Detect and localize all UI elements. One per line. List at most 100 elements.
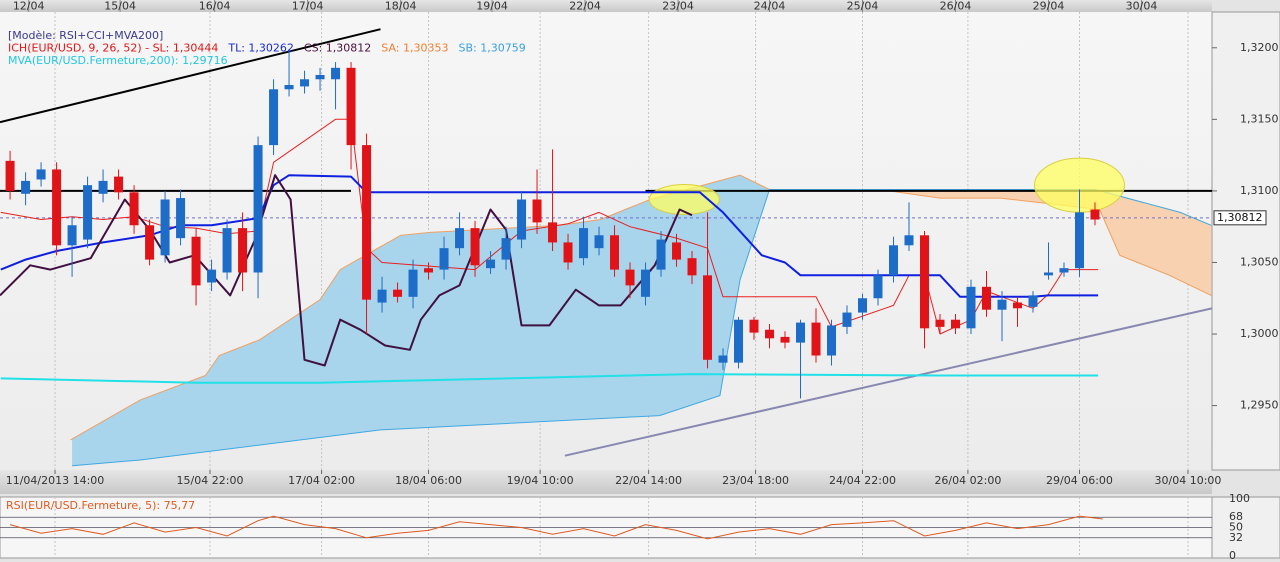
x-tick-label: 30/04 10:00 bbox=[1155, 474, 1222, 487]
top-date-label: 16/04 bbox=[199, 0, 231, 13]
candle-body bbox=[966, 286, 976, 329]
y-tick-label: 68 bbox=[1229, 510, 1243, 523]
candle-body bbox=[114, 176, 124, 193]
candle-body bbox=[67, 225, 77, 246]
candle-body bbox=[408, 269, 418, 297]
legend-entry: SB: 1,30759 bbox=[459, 42, 526, 55]
top-date-label: 15/04 bbox=[104, 0, 136, 13]
top-date-label: 22/04 bbox=[569, 0, 601, 13]
legend-line: ICH(EUR/USD, 9, 26, 52) - SL: 1,30444 TL:… bbox=[8, 42, 526, 55]
rsi-line bbox=[9, 515, 1103, 540]
candle-body bbox=[981, 286, 991, 310]
y-tick-label: 1,3000 bbox=[1240, 327, 1279, 340]
candle-body bbox=[191, 236, 201, 286]
x-tick-label: 24/04 22:00 bbox=[829, 474, 896, 487]
candle-body bbox=[1028, 295, 1038, 307]
trend-line bbox=[564, 307, 1212, 457]
top-date-label: 25/04 bbox=[847, 0, 879, 13]
candle-body bbox=[811, 322, 821, 356]
rsi-axis bbox=[1211, 496, 1280, 559]
candle-body bbox=[625, 269, 635, 286]
candle-body bbox=[950, 319, 960, 329]
top-date-label: 17/04 bbox=[292, 0, 324, 13]
candle-body bbox=[377, 289, 387, 303]
candle-body bbox=[455, 228, 465, 249]
bottom-date-strip bbox=[0, 470, 1212, 494]
candle-body bbox=[486, 259, 496, 269]
legend-entry: TL: 1,30262 bbox=[227, 42, 294, 55]
top-date-label: 29/04 bbox=[1033, 0, 1065, 13]
candle-body bbox=[160, 199, 170, 256]
candle-body bbox=[1043, 272, 1053, 276]
candle-body bbox=[765, 329, 775, 339]
candle-body bbox=[5, 160, 15, 191]
main-plot bbox=[0, 12, 1212, 470]
legend-entry: SA: 1,30353 bbox=[381, 42, 448, 55]
candle-body bbox=[21, 180, 31, 194]
candle-body bbox=[424, 268, 434, 273]
top-date-label: 26/04 bbox=[940, 0, 972, 13]
candle-body bbox=[253, 145, 263, 273]
candle-body bbox=[393, 289, 403, 297]
top-date-label: 23/04 bbox=[662, 0, 694, 13]
candle-body bbox=[563, 242, 573, 263]
candle-body bbox=[315, 74, 325, 80]
candle-body bbox=[98, 180, 108, 194]
candle-body bbox=[579, 228, 589, 259]
candle-body bbox=[656, 239, 666, 270]
y-tick-label: 1,3100 bbox=[1240, 184, 1279, 197]
candle-body bbox=[641, 269, 651, 297]
candle-body bbox=[238, 228, 248, 273]
y-tick-label: 100 bbox=[1229, 492, 1250, 505]
candle-body bbox=[687, 258, 697, 276]
y-tick-label: 32 bbox=[1229, 531, 1243, 544]
legend-entry: [Modèle: RSI+CCI+MVA200] bbox=[8, 29, 163, 42]
candle-body bbox=[269, 89, 279, 146]
candle-body bbox=[83, 185, 93, 240]
top-date-label: 24/04 bbox=[754, 0, 786, 13]
x-tick-label: 11/04/2013 14:00 bbox=[6, 474, 105, 487]
last-price-box bbox=[1213, 210, 1267, 226]
cloud-fill bbox=[72, 175, 1212, 466]
mva-line bbox=[0, 373, 1099, 384]
candle-body bbox=[501, 238, 511, 260]
y-tick-label: 1,3150 bbox=[1240, 112, 1279, 125]
candle-body bbox=[594, 235, 604, 249]
candle-body bbox=[1090, 209, 1100, 220]
candle-body bbox=[904, 235, 914, 246]
candle-body bbox=[858, 298, 868, 313]
top-date-label: 12/04 bbox=[13, 0, 45, 13]
y-tick-label: 1,2950 bbox=[1240, 399, 1279, 412]
candle-body bbox=[346, 67, 356, 146]
legend-line: [Modèle: RSI+CCI+MVA200] bbox=[8, 29, 163, 42]
top-date-strip bbox=[0, 0, 1212, 12]
candle-body bbox=[331, 67, 341, 80]
last-price-label: 1,30812 bbox=[1217, 211, 1263, 224]
x-tick-label: 19/04 10:00 bbox=[507, 474, 574, 487]
candle-body bbox=[610, 235, 620, 270]
x-tick-label: 17/04 02:00 bbox=[288, 474, 355, 487]
candle-body bbox=[842, 312, 852, 327]
candle-body bbox=[827, 325, 837, 356]
y-tick-label: 0 bbox=[1229, 549, 1236, 562]
candle-body bbox=[935, 319, 945, 327]
candle-body bbox=[734, 319, 744, 363]
x-tick-label: 18/04 06:00 bbox=[395, 474, 462, 487]
candle-body bbox=[176, 198, 186, 239]
x-tick-label: 22/04 14:00 bbox=[615, 474, 682, 487]
candle-body bbox=[889, 245, 899, 276]
candle-body bbox=[470, 228, 480, 266]
x-tick-label: 15/04 22:00 bbox=[177, 474, 244, 487]
candle-body bbox=[1012, 302, 1022, 309]
candle-body bbox=[284, 84, 294, 90]
candle-body bbox=[997, 299, 1007, 310]
candle-body bbox=[532, 199, 542, 223]
candle-body bbox=[548, 222, 558, 243]
candle-body bbox=[207, 269, 217, 283]
legend-entry: ICH(EUR/USD, 9, 26, 52) - SL: 1,30444 bbox=[8, 42, 218, 55]
candle-body bbox=[300, 79, 310, 87]
legend-entry: CS: 1,30812 bbox=[304, 42, 371, 55]
x-tick-label: 26/04 02:00 bbox=[934, 474, 1001, 487]
candle-body bbox=[780, 336, 790, 343]
